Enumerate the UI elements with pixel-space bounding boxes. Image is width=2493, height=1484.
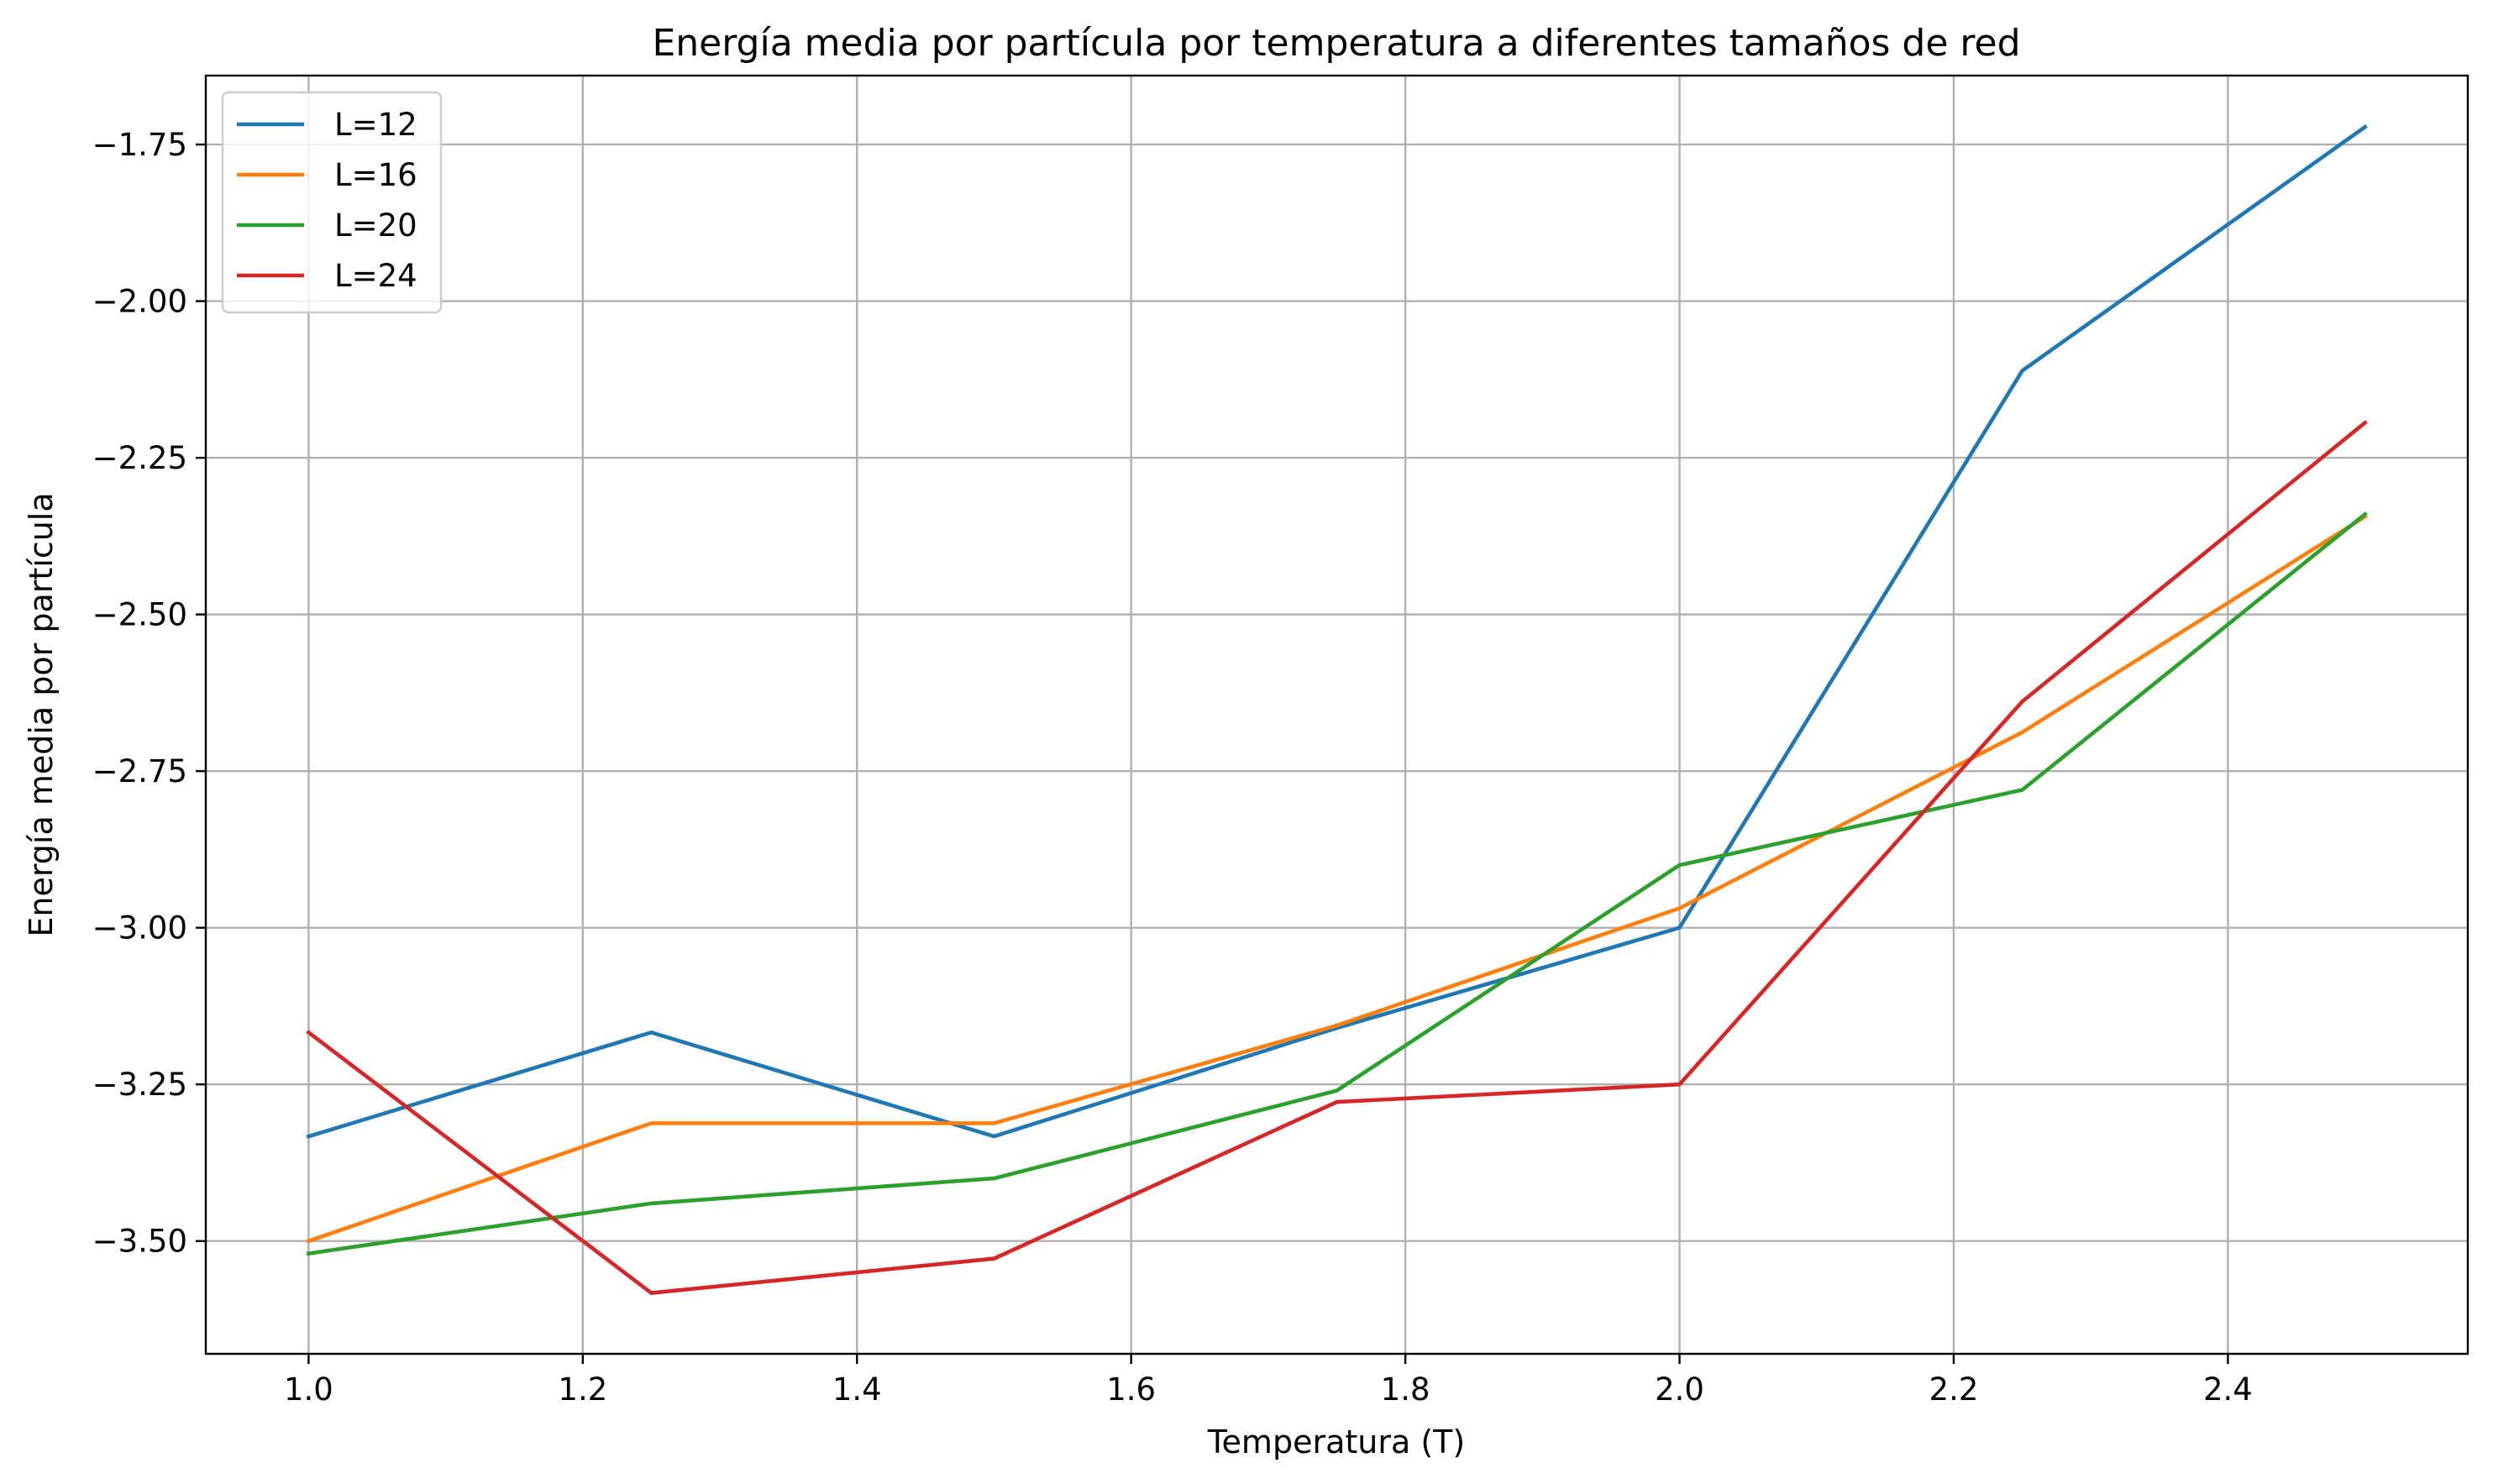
legend-label: L=12 — [334, 107, 417, 143]
x-tick-label: 1.2 — [558, 1371, 607, 1408]
series-line-l-20 — [306, 511, 2368, 1256]
series-lines — [306, 123, 2368, 1295]
x-axis-label: Temperatura (T) — [1207, 1424, 1465, 1460]
series-line-l-24 — [306, 420, 2368, 1295]
legend-label: L=16 — [334, 157, 417, 193]
series-line-l-16 — [306, 514, 2368, 1244]
y-tick-label: −2.75 — [92, 753, 187, 789]
y-tick-label: −2.50 — [92, 597, 187, 633]
x-tick-label: 1.0 — [284, 1371, 333, 1408]
x-tick-label: 2.0 — [1655, 1371, 1704, 1408]
y-tick-label: −3.25 — [92, 1067, 187, 1103]
legend-box — [221, 91, 443, 314]
y-axis-label: Energía media por partícula — [23, 492, 60, 936]
x-tick-label: 1.6 — [1106, 1371, 1156, 1408]
axis-ticks: 1.0 1.2 1.4 1.6 1.8 2.0 2.2 2.4 −3.50 −3.25 −3.00 −… — [92, 127, 2253, 1408]
legend-label: L=20 — [334, 207, 417, 244]
x-tick-label: 2.4 — [2203, 1371, 2253, 1408]
legend: L=12 L=16 L=20 L=24 — [221, 91, 443, 314]
plot-frame — [204, 74, 2469, 1356]
plot-area — [206, 76, 2468, 1354]
x-tick-label: 1.4 — [832, 1371, 882, 1408]
legend-label: L=24 — [334, 258, 417, 294]
series-line-l-12 — [306, 123, 2368, 1139]
x-tick-label: 1.8 — [1381, 1371, 1430, 1408]
y-tick-label: −1.75 — [92, 127, 187, 163]
x-tick-label: 2.2 — [1929, 1371, 1979, 1408]
y-tick-label: −2.25 — [92, 440, 187, 476]
y-tick-label: −2.00 — [92, 284, 187, 320]
chart-title: Energía media por partícula por temperat… — [652, 22, 2020, 65]
y-tick-label: −3.50 — [92, 1224, 187, 1260]
y-tick-label: −3.00 — [92, 910, 187, 947]
